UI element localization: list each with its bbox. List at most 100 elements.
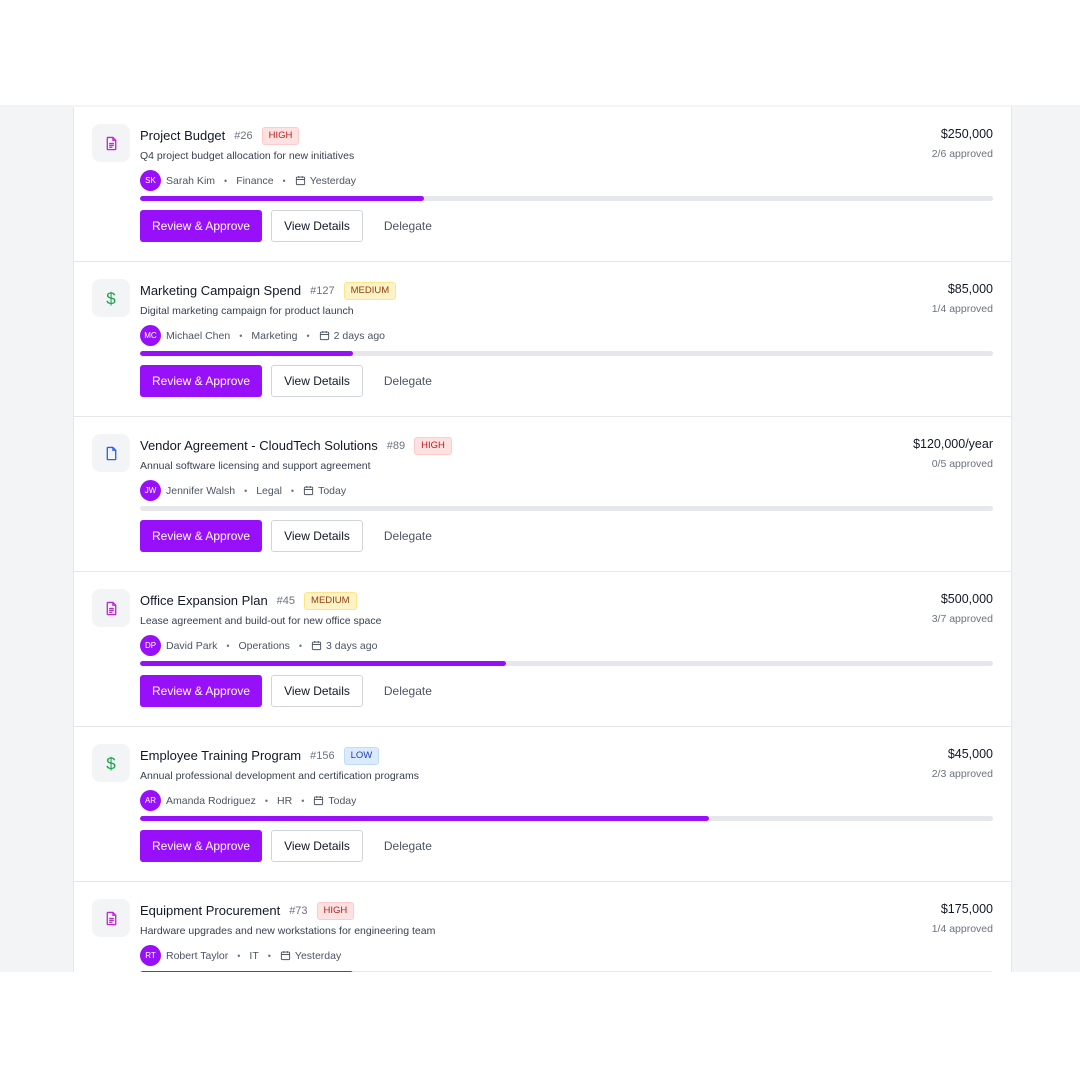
meta-row: SK Sarah Kim • Finance • Yesterday	[140, 170, 356, 191]
delegate-button[interactable]: Delegate	[372, 210, 444, 242]
item-amount: $120,000/year	[913, 437, 993, 451]
separator-dot: •	[237, 950, 241, 961]
view-details-button[interactable]: View Details	[271, 210, 363, 242]
item-type-icon	[92, 899, 130, 937]
separator-dot: •	[301, 795, 305, 806]
date-text: 3 days ago	[326, 639, 378, 652]
delegate-button[interactable]: Delegate	[372, 520, 444, 552]
actions-row: Review & Approve View Details Delegate	[140, 210, 444, 242]
document-icon	[106, 601, 116, 615]
title-row: Vendor Agreement - CloudTech Solutions #…	[140, 437, 452, 455]
approval-progress-fill	[140, 971, 354, 972]
review-approve-button[interactable]: Review & Approve	[140, 675, 263, 707]
separator-dot: •	[267, 950, 271, 961]
item-amount: $500,000	[940, 592, 993, 606]
review-approve-button[interactable]: Review & Approve	[140, 365, 263, 397]
item-description: Hardware upgrades and new workstations f…	[140, 925, 436, 937]
item-description: Digital marketing campaign for product l…	[140, 305, 354, 317]
approval-item: Vendor Agreement - CloudTech Solutions #…	[74, 417, 1011, 572]
item-amount: $45,000	[947, 747, 993, 761]
item-title[interactable]: Equipment Procurement	[140, 903, 281, 919]
separator-dot: •	[306, 330, 310, 341]
view-details-button[interactable]: View Details	[271, 520, 363, 552]
calendar-icon	[303, 486, 314, 496]
amount-block: $120,000/year 0/5 approved	[913, 437, 993, 470]
item-type-icon: $	[92, 279, 130, 317]
review-approve-button[interactable]: Review & Approve	[140, 210, 263, 242]
date-group: Yesterday	[280, 950, 341, 962]
review-approve-button[interactable]: Review & Approve	[140, 830, 263, 862]
date-group: Yesterday	[295, 175, 356, 187]
approval-item: Office Expansion Plan #45 MEDIUM Lease a…	[74, 572, 1011, 727]
meta-row: JW Jennifer Walsh • Legal • Today	[140, 480, 346, 501]
approval-progress-bar	[140, 816, 993, 821]
item-type-icon	[92, 589, 130, 627]
requester-name: Michael Chen	[166, 329, 231, 342]
avatar: JW	[140, 480, 161, 501]
actions-row: Review & Approve View Details Delegate	[140, 675, 444, 707]
dollar-icon: $	[106, 288, 116, 308]
approval-progress-bar	[140, 506, 993, 511]
approvals-viewport: Project Budget #26 HIGH Q4 project budge…	[0, 105, 1080, 972]
approval-count: 1/4 approved	[931, 923, 993, 935]
priority-badge: HIGH	[316, 902, 355, 920]
approval-progress-fill	[140, 661, 506, 666]
amount-block: $250,000 2/6 approved	[932, 127, 993, 160]
view-details-button[interactable]: View Details	[271, 830, 363, 862]
date-text: Today	[318, 484, 347, 497]
approval-progress-bar	[140, 351, 993, 356]
requester-name: David Park	[166, 639, 218, 652]
approval-item: $ Marketing Campaign Spend #127 MEDIUM D…	[74, 262, 1011, 417]
avatar: AR	[140, 790, 161, 811]
approval-progress-bar	[140, 661, 993, 666]
item-title[interactable]: Marketing Campaign Spend	[140, 283, 302, 299]
approval-count: 2/6 approved	[931, 148, 993, 160]
item-title[interactable]: Vendor Agreement - CloudTech Solutions	[140, 438, 378, 454]
item-amount: $85,000	[947, 282, 993, 296]
item-title[interactable]: Project Budget	[140, 128, 226, 144]
separator-dot: •	[264, 795, 269, 806]
approval-progress-bar	[140, 196, 993, 201]
item-id: #45	[276, 594, 296, 607]
delegate-button[interactable]: Delegate	[372, 365, 444, 397]
approval-count: 3/7 approved	[931, 613, 993, 625]
item-description: Annual professional development and cert…	[140, 770, 419, 782]
approval-count: 0/5 approved	[931, 458, 993, 470]
item-id: #127	[310, 284, 335, 297]
title-row: Marketing Campaign Spend #127 MEDIUM	[140, 282, 397, 300]
dollar-icon: $	[106, 753, 116, 773]
review-approve-button[interactable]: Review & Approve	[140, 520, 263, 552]
date-group: Today	[303, 485, 346, 497]
amount-block: $45,000 2/3 approved	[932, 747, 993, 780]
item-title[interactable]: Employee Training Program	[140, 748, 302, 764]
department: Legal	[256, 484, 282, 497]
approval-item: Project Budget #26 HIGH Q4 project budge…	[74, 107, 1011, 262]
actions-row: Review & Approve View Details Delegate	[140, 365, 444, 397]
meta-row: AR Amanda Rodriguez • HR • Today	[140, 790, 356, 811]
calendar-icon	[280, 951, 291, 961]
department: Operations	[238, 639, 290, 652]
amount-block: $500,000 3/7 approved	[932, 592, 993, 625]
approval-progress-fill	[140, 816, 709, 821]
requester-name: Jennifer Walsh	[166, 484, 236, 497]
view-details-button[interactable]: View Details	[271, 675, 363, 707]
view-details-button[interactable]: View Details	[271, 365, 363, 397]
priority-badge: MEDIUM	[304, 592, 357, 610]
priority-badge: LOW	[343, 747, 380, 765]
priority-badge: HIGH	[261, 127, 300, 145]
requester-name: Sarah Kim	[166, 174, 216, 187]
actions-row: Review & Approve View Details Delegate	[140, 520, 444, 552]
avatar: RT	[140, 945, 161, 966]
item-id: #73	[289, 904, 308, 917]
approval-progress-fill	[140, 351, 354, 356]
delegate-button[interactable]: Delegate	[372, 830, 444, 862]
document-icon	[106, 136, 116, 150]
delegate-button[interactable]: Delegate	[372, 675, 444, 707]
approvals-list: Project Budget #26 HIGH Q4 project budge…	[73, 107, 1012, 972]
department: IT	[249, 949, 259, 962]
separator-dot: •	[290, 485, 295, 496]
separator-dot: •	[298, 640, 303, 651]
priority-badge: MEDIUM	[343, 282, 397, 300]
item-title[interactable]: Office Expansion Plan	[140, 593, 268, 609]
date-text: Yesterday	[294, 949, 342, 962]
